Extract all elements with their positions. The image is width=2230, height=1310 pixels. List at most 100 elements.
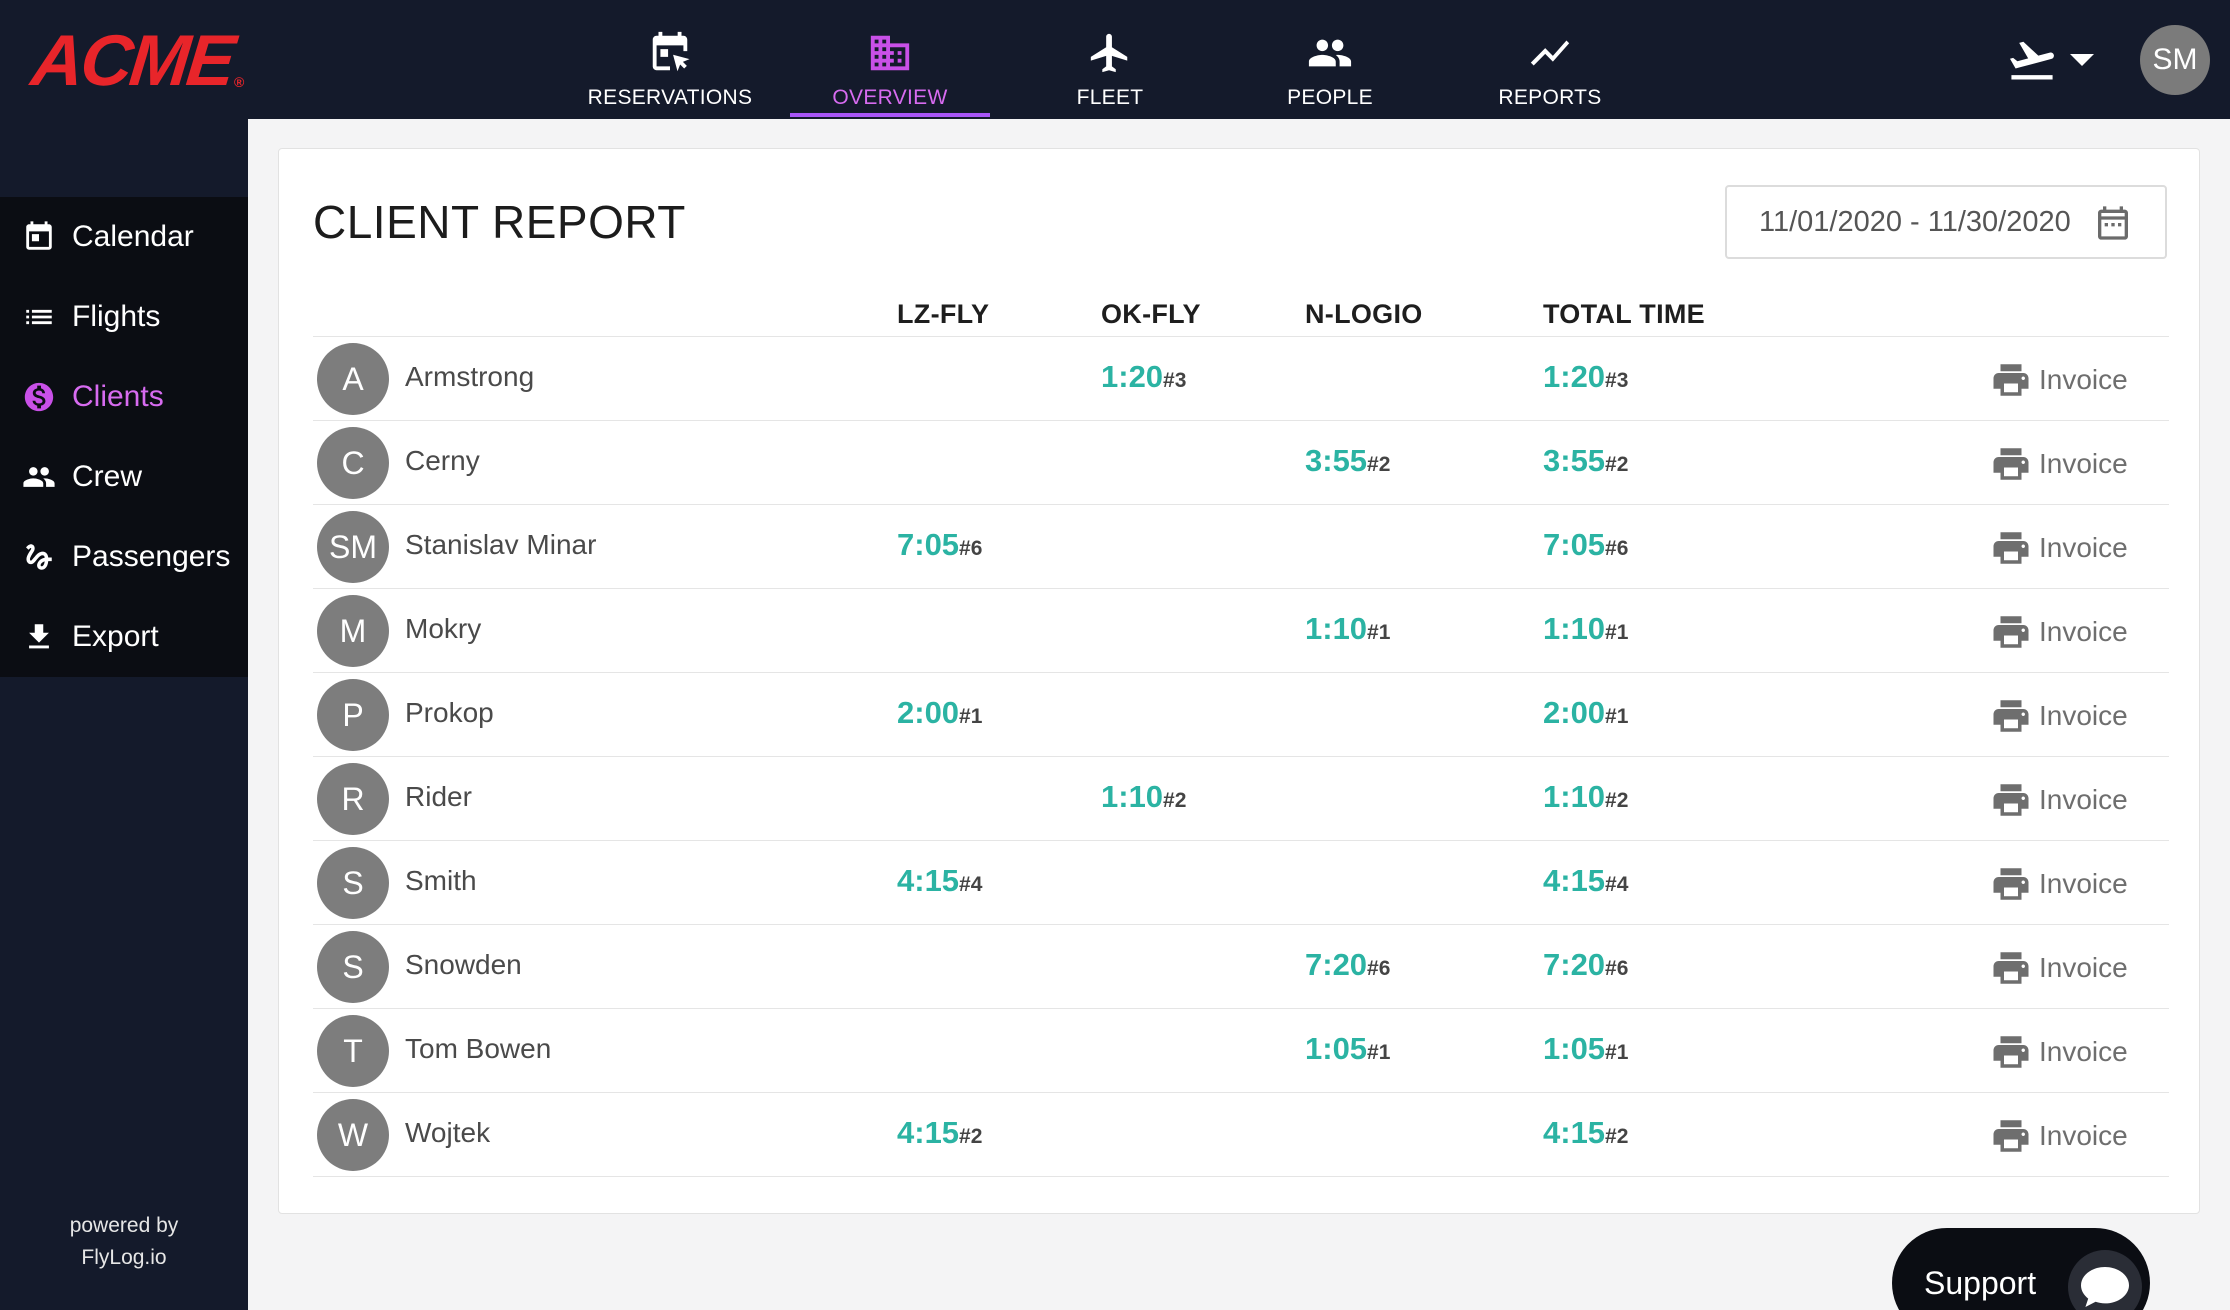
client-name: Armstrong [405, 361, 535, 392]
sidebar-item-flights[interactable]: Flights [0, 277, 248, 357]
time-text: 3:55 [1543, 443, 1606, 478]
invoice-button[interactable]: Invoice [1989, 863, 2128, 905]
client-name: Snowden [405, 949, 522, 980]
support-button[interactable]: Support [1892, 1228, 2150, 1310]
client-name: Rider [405, 781, 472, 812]
powered-by: powered by FlyLog.io [0, 1210, 248, 1274]
nav-label: PEOPLE [1287, 86, 1373, 109]
time-text: 1:20 [1543, 359, 1606, 394]
print-icon [1993, 448, 2029, 480]
logo-text: ACME [27, 21, 237, 101]
powered-by-link[interactable]: FlyLog.io [81, 1246, 167, 1269]
time-value-lz: 4:15#4 [897, 863, 982, 899]
list-icon [26, 309, 52, 325]
print-icon [1993, 364, 2029, 396]
invoice-label: Invoice [2039, 364, 2128, 395]
top-bar: ACME ® RESERVATIONS OVERVIEW FLEET PEOPL… [0, 0, 2230, 119]
table-row: R Rider 1:10#2 1:10#2 Invoice [313, 757, 2169, 841]
table-row: A Armstrong 1:20#3 1:20#3 Invoice [313, 337, 2169, 421]
time-text: 2:00 [1543, 695, 1606, 730]
time-text: 1:05 [1305, 1031, 1368, 1066]
acme-logo[interactable]: ACME ® [27, 21, 245, 101]
invoice-label: Invoice [2039, 784, 2128, 815]
time-text: 4:15 [1543, 1115, 1606, 1150]
print-icon [1993, 616, 2029, 648]
sidebar-item-calendar[interactable]: Calendar [0, 197, 248, 277]
invoice-button[interactable]: Invoice [1989, 1115, 2128, 1157]
invoice-button[interactable]: Invoice [1989, 1031, 2128, 1073]
aircraft-switcher[interactable] [2004, 34, 2094, 86]
flight-count: #6 [959, 537, 983, 560]
column-header-total-time: TOTAL TIME [1543, 299, 1705, 329]
user-avatar[interactable]: SM [2140, 25, 2210, 95]
print-icon [1993, 1036, 2029, 1068]
nav-overview[interactable]: OVERVIEW [780, 0, 1000, 119]
chat-bubble-icon [2068, 1250, 2142, 1310]
time-text: 1:10 [1305, 611, 1368, 646]
nav-people[interactable]: PEOPLE [1220, 0, 1440, 119]
flight-count: #3 [1605, 369, 1629, 392]
nav-fleet[interactable]: FLEET [1000, 0, 1220, 119]
time-value-ok: 1:20#3 [1101, 359, 1186, 395]
time-text: 7:20 [1543, 947, 1606, 982]
invoice-label: Invoice [2039, 1120, 2128, 1151]
column-header-n-logio: N-LOGIO [1305, 299, 1423, 329]
client-avatar: M [317, 595, 389, 667]
print-icon [1993, 700, 2029, 732]
flight-count: #1 [1605, 621, 1629, 644]
client-name: Tom Bowen [405, 1033, 552, 1064]
time-value-total: 2:00#1 [1543, 695, 1628, 731]
print-icon [1993, 1120, 2029, 1152]
time-text: 1:10 [1543, 779, 1606, 814]
flight-count: #1 [1367, 621, 1391, 644]
invoice-button[interactable]: Invoice [1989, 695, 2128, 737]
time-text: 1:10 [1543, 611, 1606, 646]
invoice-label: Invoice [2039, 532, 2128, 563]
download-icon [29, 624, 49, 649]
invoice-button[interactable]: Invoice [1989, 443, 2128, 485]
time-value-total: 7:20#6 [1543, 947, 1628, 983]
client-name: Prokop [405, 697, 494, 728]
client-name: Smith [405, 865, 477, 896]
flight-count: #2 [1605, 1125, 1629, 1148]
time-value-nl: 1:05#1 [1305, 1031, 1390, 1067]
nav-reports[interactable]: REPORTS [1440, 0, 1660, 119]
client-table: LZ-FLY OK-FLY N-LOGIO TOTAL TIME A Armstr… [313, 297, 2169, 1177]
sidebar-item-label: Crew [72, 460, 143, 493]
time-value-total: 1:10#2 [1543, 779, 1628, 815]
nav-reservations[interactable]: RESERVATIONS [560, 0, 780, 119]
sidebar-item-clients[interactable]: Clients [0, 357, 248, 437]
time-value-ok: 1:10#2 [1101, 779, 1186, 815]
sidebar-item-export[interactable]: Export [0, 597, 248, 677]
flight-count: #1 [1605, 1041, 1629, 1064]
table-row: M Mokry 1:10#1 1:10#1 Invoice [313, 589, 2169, 673]
invoice-button[interactable]: Invoice [1989, 947, 2128, 989]
time-value-nl: 1:10#1 [1305, 611, 1390, 647]
time-text: 1:20 [1101, 359, 1164, 394]
chevron-down-icon [2070, 54, 2094, 66]
invoice-button[interactable]: Invoice [1989, 611, 2128, 653]
invoice-label: Invoice [2039, 448, 2128, 479]
time-value-total: 3:55#2 [1543, 443, 1628, 479]
column-header-ok-fly: OK-FLY [1101, 299, 1201, 329]
invoice-button[interactable]: Invoice [1989, 779, 2128, 821]
date-range-picker[interactable]: 11/01/2020 - 11/30/2020 [1725, 185, 2167, 259]
column-header-lz-fly: LZ-FLY [897, 299, 990, 329]
time-value-lz: 4:15#2 [897, 1115, 982, 1151]
invoice-label: Invoice [2039, 952, 2128, 983]
client-avatar: A [317, 343, 389, 415]
sidebar-item-passengers[interactable]: Passengers [0, 517, 248, 597]
invoice-label: Invoice [2039, 1036, 2128, 1067]
powered-by-text: powered by [69, 1214, 179, 1237]
invoice-button[interactable]: Invoice [1989, 359, 2128, 401]
table-row: W Wojtek 4:15#2 4:15#2 Invoice [313, 1093, 2169, 1177]
sidebar: Calendar Flights Clients Crew Passengers… [0, 119, 248, 1310]
airplane-icon [1090, 33, 1128, 73]
sidebar-menu: Calendar Flights Clients Crew Passengers… [0, 197, 248, 677]
client-name: Stanislav Minar [405, 529, 597, 560]
dollar-icon [24, 382, 54, 412]
sidebar-item-crew[interactable]: Crew [0, 437, 248, 517]
invoice-button[interactable]: Invoice [1989, 527, 2128, 569]
main-nav: RESERVATIONS OVERVIEW FLEET PEOPLE REPOR… [560, 0, 1660, 119]
invoice-label: Invoice [2039, 868, 2128, 899]
